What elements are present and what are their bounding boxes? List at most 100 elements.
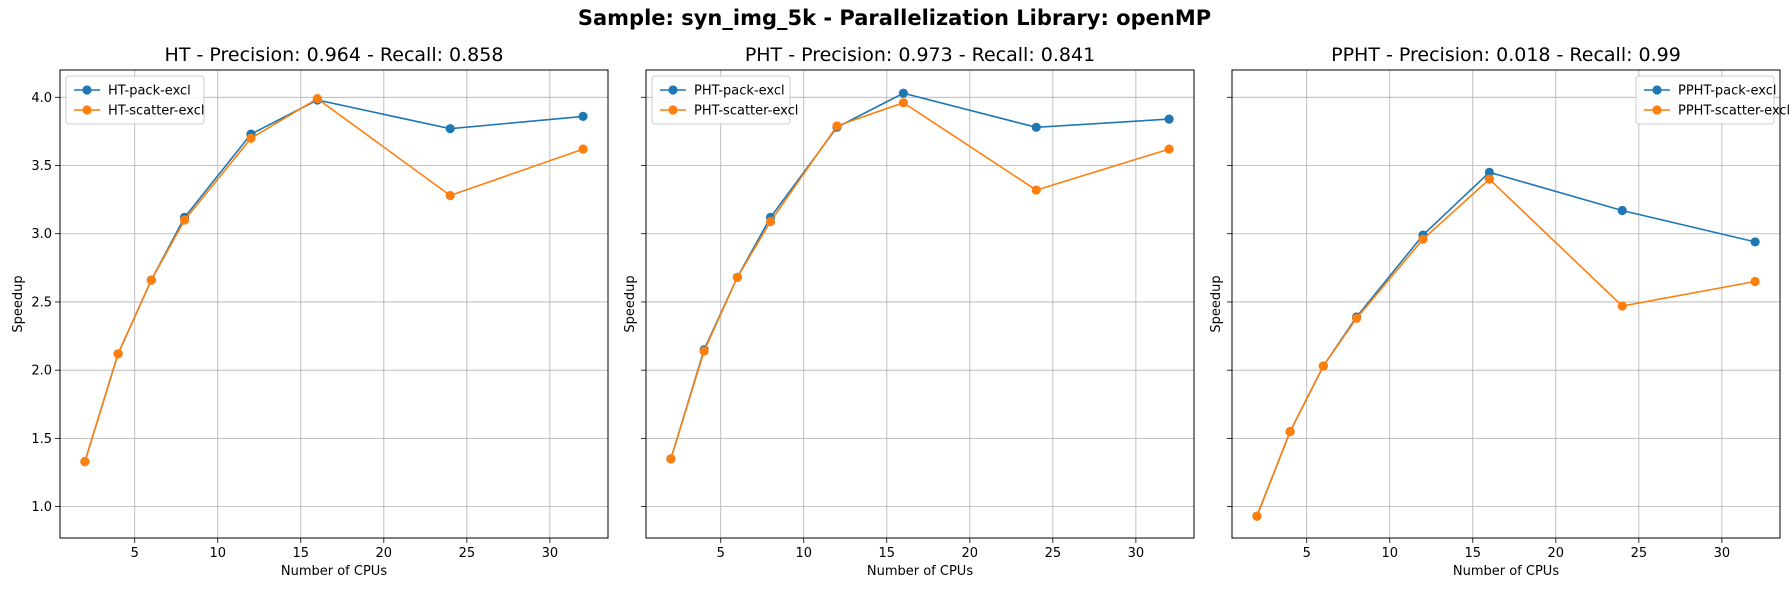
subplot-title: HT - Precision: 0.964 - Recall: 0.858 — [164, 44, 504, 66]
legend-label: PHT-pack-excl — [694, 84, 785, 99]
plot-area-ht: 5 10 15 20 25 30 1.0 1.5 2.0 2.5 3.0 3.5 4.0 Number o… — [11, 69, 609, 579]
data-point — [1750, 276, 1760, 287]
data-point — [179, 215, 190, 225]
y-axis-label: Speedup — [623, 275, 638, 332]
data-point — [1750, 237, 1760, 247]
x-tick-label: 30 — [542, 546, 559, 561]
y-tick-label: 4.0 — [31, 91, 52, 106]
x-tick-label: 30 — [1128, 546, 1145, 561]
series-line-0 — [84, 99, 584, 462]
series-line-0 — [1256, 171, 1756, 517]
legend-marker — [1652, 105, 1662, 115]
y-axis-label: Speedup — [11, 275, 26, 332]
data-point — [1418, 234, 1428, 244]
x-tick-label: 25 — [1631, 546, 1648, 561]
plot-area-pht: 5 10 15 20 25 30 Number of CPUs Speedup PHT-pack… — [623, 69, 1195, 579]
y-tick-label: 1.0 — [31, 500, 52, 515]
x-tick-label: 25 — [1045, 546, 1062, 561]
legend-marker — [1652, 85, 1662, 95]
subplot-pht: PHT - Precision: 0.973 - Recall: 0.841 5… — [586, 0, 1195, 592]
legend: HT-pack-excl HT-scatter-excl — [65, 75, 205, 125]
data-point — [1031, 185, 1041, 195]
x-tick-label: 15 — [1465, 546, 1482, 561]
axes-frame — [59, 69, 609, 539]
y-tick-label: 2.5 — [31, 295, 52, 310]
x-tick-label: 15 — [293, 546, 310, 561]
data-point — [699, 346, 709, 356]
subplot-ht: HT - Precision: 0.964 - Recall: 0.858 5 1… — [0, 0, 609, 592]
figure-title: Sample: syn_img_5k - Parallelization Lib… — [577, 6, 1212, 30]
legend-marker — [668, 85, 678, 95]
legend-marker — [668, 105, 678, 115]
plot-area-ppht: 5 10 15 20 25 30 Number of CPUs Speedup PPHT-pac… — [1209, 69, 1789, 579]
data-point — [146, 275, 156, 285]
legend-marker — [82, 85, 92, 95]
legend-box — [1635, 75, 1775, 125]
data-point — [80, 456, 90, 467]
axes-frame — [1231, 69, 1781, 539]
data-point — [1484, 167, 1494, 177]
legend-marker — [82, 105, 92, 115]
legend-label: PHT-scatter-excl — [694, 104, 798, 119]
series-line-1 — [84, 97, 584, 462]
data-point — [1164, 114, 1174, 124]
x-tick-label: 5 — [131, 546, 139, 561]
data-point — [1318, 361, 1328, 371]
data-point — [1484, 174, 1494, 184]
x-axis-label: Number of CPUs — [281, 564, 387, 579]
data-point — [445, 190, 455, 201]
data-point — [312, 94, 322, 104]
legend-label: HT-pack-excl — [108, 84, 191, 99]
x-tick-label: 20 — [376, 546, 393, 561]
data-point — [1031, 122, 1041, 132]
data-point — [1164, 144, 1174, 154]
series-line-0 — [670, 92, 1170, 460]
data-point — [445, 124, 455, 134]
data-point — [1617, 301, 1627, 311]
data-point — [732, 272, 742, 282]
legend-label: PPHT-pack-excl — [1678, 84, 1776, 99]
x-tick-label: 30 — [1714, 546, 1731, 561]
legend-label: PPHT-scatter-excl — [1678, 104, 1789, 119]
x-axis-label: Number of CPUs — [1453, 564, 1559, 579]
x-tick-label: 15 — [879, 546, 896, 561]
data-point — [1252, 511, 1262, 521]
x-tick-label: 20 — [1548, 546, 1565, 561]
data-point — [1351, 313, 1362, 323]
x-tick-label: 5 — [1303, 546, 1311, 561]
subplot-ppht: PPHT - Precision: 0.018 - Recall: 0.99 5… — [1172, 0, 1789, 592]
data-point — [666, 454, 676, 464]
legend-box — [65, 75, 205, 125]
subplot-title: PHT - Precision: 0.973 - Recall: 0.841 — [744, 44, 1096, 66]
data-point — [1617, 205, 1627, 216]
data-point — [832, 121, 842, 131]
legend-box — [651, 75, 791, 125]
data-point — [765, 216, 776, 227]
x-tick-label: 25 — [459, 546, 476, 561]
x-tick-label: 5 — [717, 546, 725, 561]
subplot-title: PPHT - Precision: 0.018 - Recall: 0.99 — [1331, 44, 1681, 66]
y-tick-label: 3.0 — [31, 227, 52, 242]
legend: PHT-pack-excl PHT-scatter-excl — [651, 75, 798, 125]
x-tick-label: 10 — [209, 546, 226, 561]
data-point — [898, 98, 908, 108]
data-point — [898, 88, 908, 98]
y-tick-label: 1.5 — [31, 432, 52, 447]
y-axis-label: Speedup — [1209, 275, 1224, 332]
data-point — [246, 133, 256, 143]
x-axis-label: Number of CPUs — [867, 564, 973, 579]
y-tick-label: 3.5 — [31, 159, 52, 174]
legend-label: HT-scatter-excl — [108, 104, 205, 119]
series-line-1 — [670, 101, 1170, 460]
x-tick-label: 20 — [962, 546, 979, 561]
x-tick-label: 10 — [1381, 546, 1398, 561]
x-tick-label: 10 — [795, 546, 812, 561]
data-point — [578, 144, 588, 154]
data-point — [1285, 426, 1295, 437]
data-point — [578, 111, 588, 121]
data-point — [113, 349, 123, 359]
y-tick-label: 2.0 — [31, 364, 52, 379]
legend: PPHT-pack-excl PPHT-scatter-excl — [1635, 75, 1789, 125]
axes-frame — [645, 69, 1195, 539]
series-line-1 — [1256, 178, 1756, 517]
